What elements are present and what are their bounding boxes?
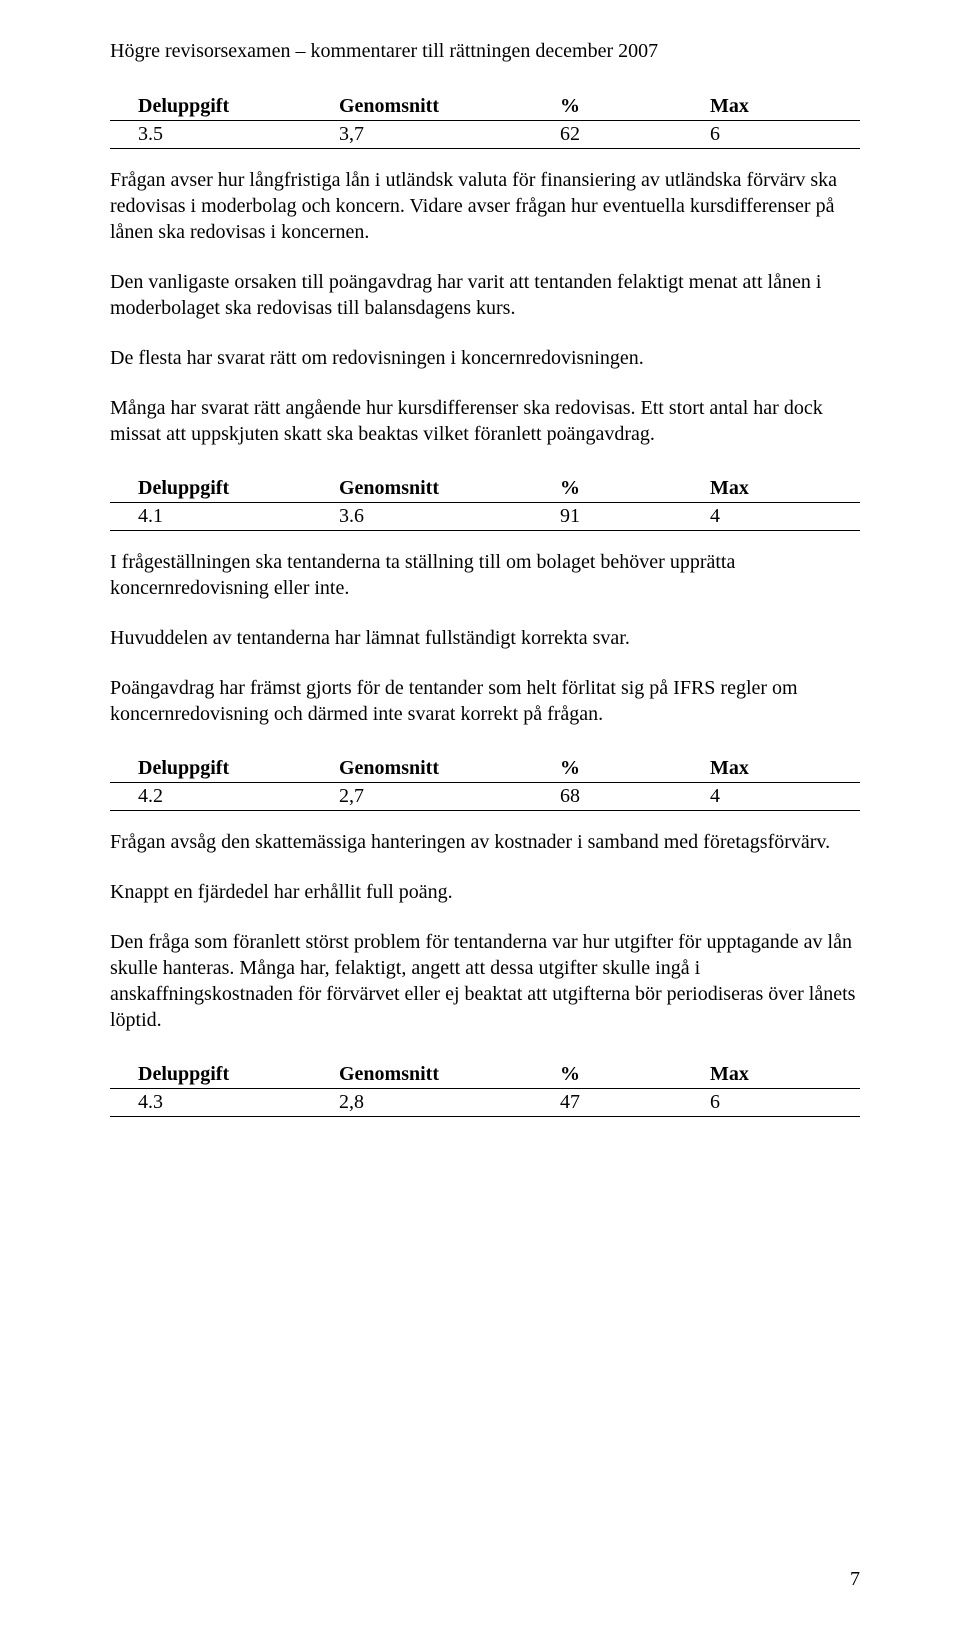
- cell-c3: 91: [560, 503, 710, 531]
- paragraph: Huvuddelen av tentanderna har lämnat ful…: [110, 625, 860, 651]
- stats-table: DeluppgiftGenomsnitt%Max4.22,7684: [110, 755, 860, 811]
- cell-c4: 6: [710, 121, 860, 149]
- page: Högre revisorsexamen – kommentarer till …: [0, 0, 960, 1627]
- paragraph: Många har svarat rätt angående hur kursd…: [110, 395, 860, 447]
- cell-c3: 47: [560, 1089, 710, 1117]
- cell-c4: 4: [710, 503, 860, 531]
- cell-c4: 4: [710, 783, 860, 811]
- stats-table: DeluppgiftGenomsnitt%Max4.13.6914: [110, 475, 860, 531]
- paragraph: Frågan avser hur långfristiga lån i utlä…: [110, 167, 860, 245]
- document-header: Högre revisorsexamen – kommentarer till …: [110, 40, 860, 63]
- paragraph: Frågan avsåg den skattemässiga hantering…: [110, 829, 860, 855]
- col-c1: Deluppgift: [110, 93, 335, 121]
- col-c3: %: [560, 755, 710, 783]
- col-c4: Max: [710, 755, 860, 783]
- col-c1: Deluppgift: [110, 475, 335, 503]
- cell-c2: 3.6: [335, 503, 560, 531]
- col-c4: Max: [710, 475, 860, 503]
- col-c4: Max: [710, 93, 860, 121]
- cell-c1: 3.5: [110, 121, 335, 149]
- col-c1: Deluppgift: [110, 1061, 335, 1089]
- table-row: 4.13.6914: [110, 503, 860, 531]
- table-row: 3.53,7626: [110, 121, 860, 149]
- paragraph: I frågeställningen ska tentanderna ta st…: [110, 549, 860, 601]
- cell-c4: 6: [710, 1089, 860, 1117]
- col-c1: Deluppgift: [110, 755, 335, 783]
- cell-c2: 3,7: [335, 121, 560, 149]
- cell-c1: 4.1: [110, 503, 335, 531]
- paragraph: Den vanligaste orsaken till poängavdrag …: [110, 269, 860, 321]
- page-number: 7: [850, 1568, 860, 1591]
- cell-c2: 2,7: [335, 783, 560, 811]
- cell-c2: 2,8: [335, 1089, 560, 1117]
- paragraph: De flesta har svarat rätt om redovisning…: [110, 345, 860, 371]
- paragraph: Knappt en fjärdedel har erhållit full po…: [110, 879, 860, 905]
- col-c2: Genomsnitt: [335, 475, 560, 503]
- col-c2: Genomsnitt: [335, 755, 560, 783]
- table-row: 4.32,8476: [110, 1089, 860, 1117]
- cell-c1: 4.2: [110, 783, 335, 811]
- col-c4: Max: [710, 1061, 860, 1089]
- paragraph: Poängavdrag har främst gjorts för de ten…: [110, 675, 860, 727]
- cell-c1: 4.3: [110, 1089, 335, 1117]
- paragraph: Den fråga som föranlett störst problem f…: [110, 929, 860, 1033]
- col-c3: %: [560, 1061, 710, 1089]
- col-c3: %: [560, 93, 710, 121]
- col-c2: Genomsnitt: [335, 93, 560, 121]
- cell-c3: 68: [560, 783, 710, 811]
- stats-table: DeluppgiftGenomsnitt%Max4.32,8476: [110, 1061, 860, 1117]
- table-row: 4.22,7684: [110, 783, 860, 811]
- stats-table: DeluppgiftGenomsnitt%Max3.53,7626: [110, 93, 860, 149]
- col-c3: %: [560, 475, 710, 503]
- cell-c3: 62: [560, 121, 710, 149]
- col-c2: Genomsnitt: [335, 1061, 560, 1089]
